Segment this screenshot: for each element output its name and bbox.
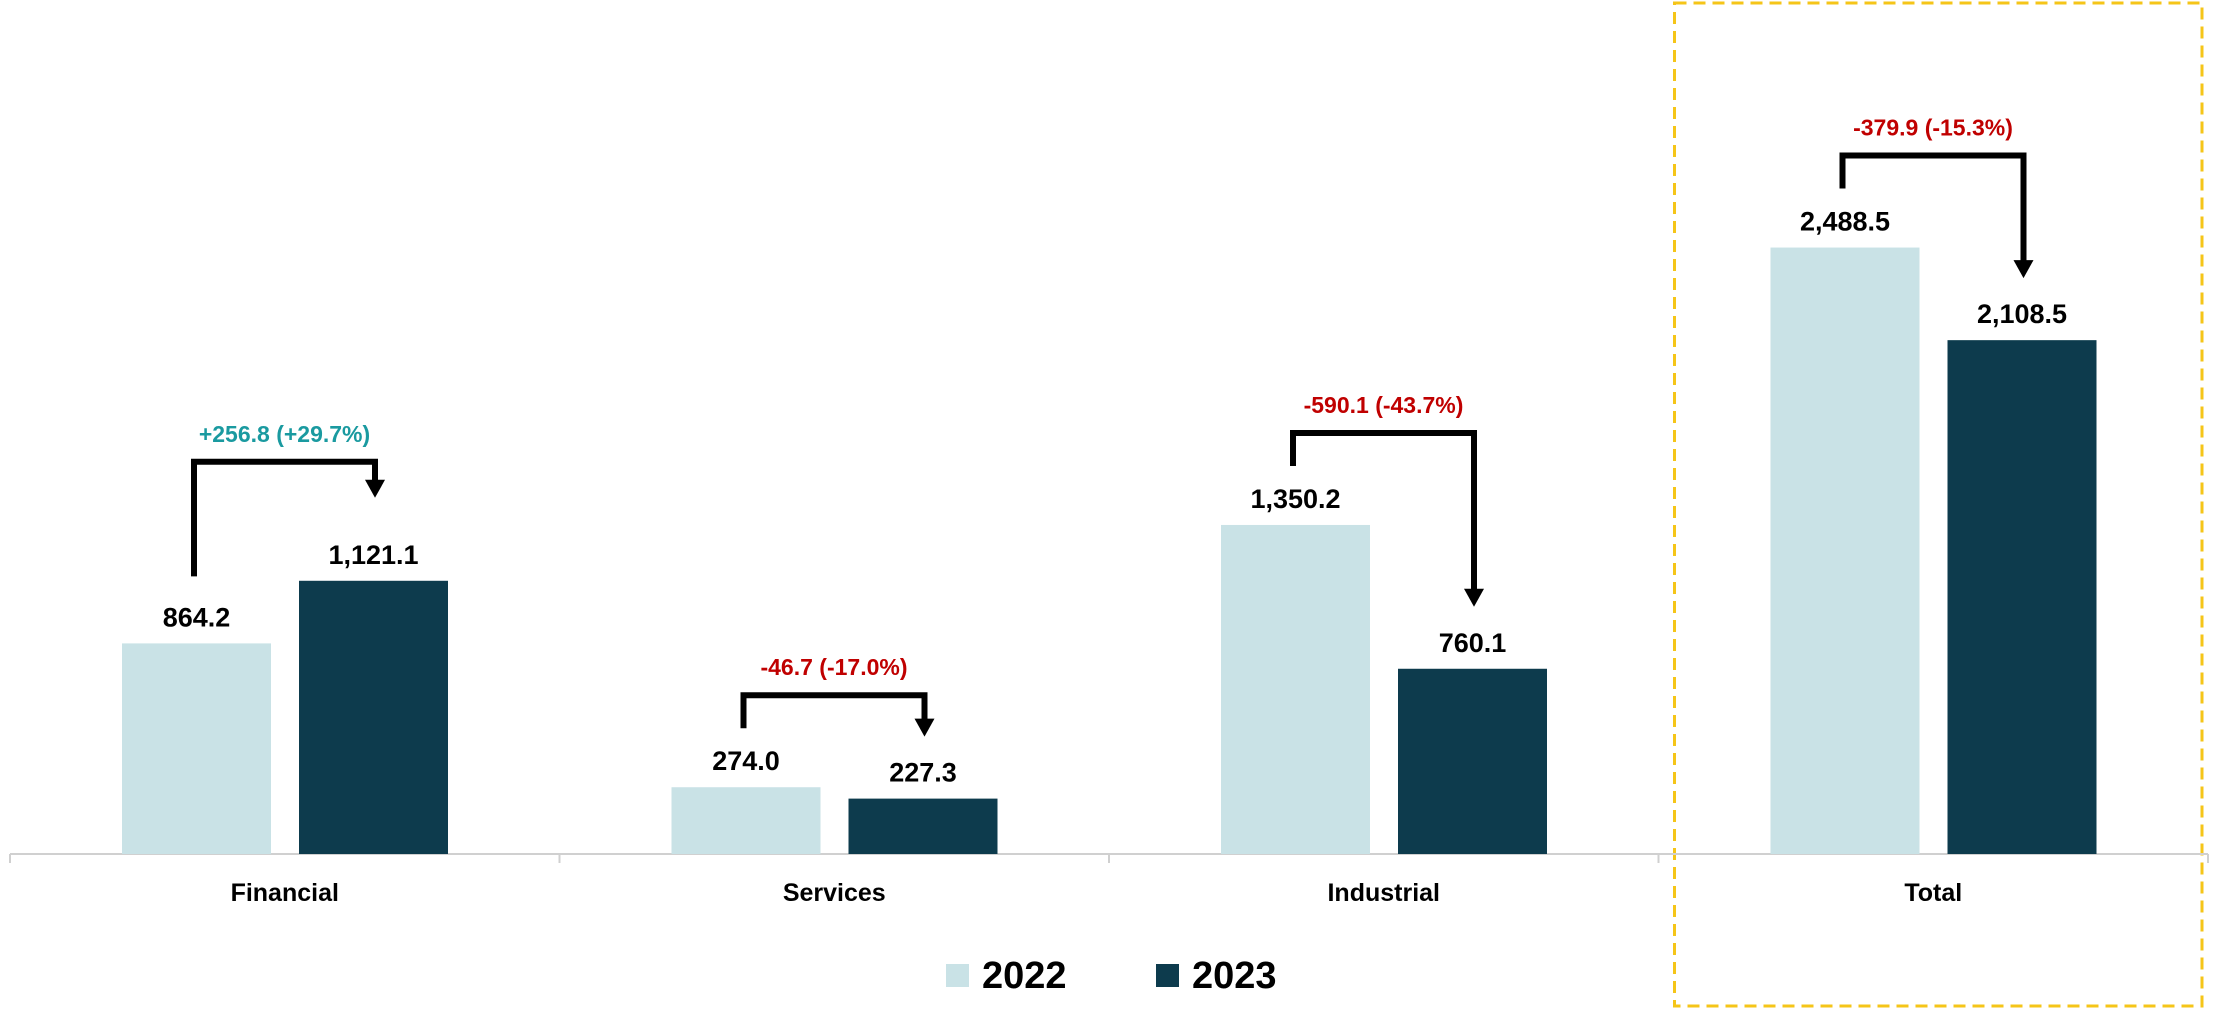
change-bracket-industrial: -590.1 (-43.7%)	[1290, 392, 1484, 607]
highlight-box	[1673, 1, 2204, 1008]
arrow-head-icon	[2013, 260, 2034, 279]
legend-swatch	[946, 964, 969, 987]
data-label: 1,121.1	[328, 540, 418, 570]
bar-2022-industrial	[1221, 524, 1370, 854]
bracket-line	[1290, 429, 1477, 593]
change-label: -590.1 (-43.7%)	[1304, 392, 1464, 418]
data-label: 1,350.2	[1250, 484, 1340, 514]
arrow-head-icon	[1464, 588, 1484, 607]
legend-swatch	[1156, 964, 1179, 987]
bar-2023-industrial	[1398, 668, 1547, 854]
arrow-head-icon	[365, 479, 385, 498]
bracket-line	[1839, 152, 2027, 265]
bar-2023-total	[1947, 340, 2097, 854]
category-label: Total	[1904, 879, 1962, 907]
legend-item-2022: 2022	[946, 955, 1067, 997]
legend-label: 2023	[1192, 955, 1277, 997]
data-label: 864.2	[163, 602, 231, 632]
category-label: Services	[783, 879, 886, 907]
bar-2023-services	[848, 798, 998, 854]
bracket-line	[740, 692, 928, 729]
bar-2022-services	[671, 787, 821, 854]
change-label: -46.7 (-17.0%)	[760, 654, 907, 680]
legend-label: 2022	[982, 955, 1067, 997]
data-label: 274.0	[712, 746, 780, 776]
bar-2023-financial	[299, 580, 448, 854]
category-label: Financial	[231, 879, 339, 907]
category-label: Industrial	[1327, 879, 1440, 907]
change-label: +256.8 (+29.7%)	[199, 421, 370, 447]
change-bracket-services: -46.7 (-17.0%)	[740, 654, 935, 737]
legend-item-2023: 2023	[1156, 955, 1277, 997]
bar-2022-financial	[122, 643, 271, 854]
bar-2022-total	[1770, 247, 1920, 854]
change-label: -379.9 (-15.3%)	[1853, 115, 2013, 141]
data-label: 227.3	[889, 758, 957, 788]
bracket-line	[191, 458, 378, 577]
arrow-head-icon	[914, 718, 935, 737]
change-bracket-total: -379.9 (-15.3%)	[1839, 115, 2034, 279]
data-label: 760.1	[1439, 628, 1507, 658]
data-label: 2,108.5	[1977, 299, 2067, 329]
change-bracket-financial: +256.8 (+29.7%)	[191, 421, 385, 577]
data-label: 2,488.5	[1800, 207, 1890, 237]
